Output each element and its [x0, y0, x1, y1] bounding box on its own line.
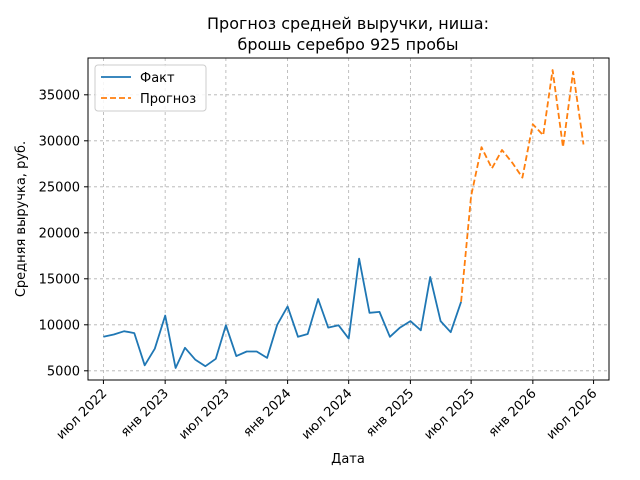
x-tick-label: янв 2025 — [363, 386, 417, 440]
x-tick-label: июл 2023 — [176, 386, 233, 443]
x-axis-label: Дата — [331, 452, 365, 467]
y-tick-label: 5000 — [47, 364, 80, 379]
legend-label-forecast: Прогноз — [140, 92, 196, 107]
chart-title-line-2: брошь серебро 925 пробы — [237, 35, 458, 54]
y-tick-label: 15000 — [39, 272, 80, 287]
series-line-fact — [103, 257, 462, 369]
series-lines — [103, 69, 585, 369]
x-tick-label: янв 2023 — [118, 386, 172, 440]
x-tick-label: янв 2026 — [486, 386, 540, 440]
x-tick-label: июл 2024 — [299, 386, 356, 443]
x-tick-label: янв 2024 — [241, 386, 295, 440]
chart-title-line-1: Прогноз средней выручки, ниша: — [207, 14, 489, 33]
y-tick-label: 35000 — [39, 88, 80, 103]
x-tick-label: июл 2022 — [54, 386, 111, 443]
x-axis-ticks: июл 2022 янв 2023 июл 2023 янв 2024 июл 2024… — [54, 380, 601, 443]
y-axis-ticks: 5000 10000 15000 20000 25000 30000 35000 — [39, 88, 88, 379]
series-line-forecast — [460, 69, 585, 302]
x-tick-label: июл 2026 — [544, 386, 601, 443]
y-tick-label: 25000 — [39, 180, 80, 195]
y-axis-label: Средняя выручка, руб. — [14, 141, 29, 297]
legend: Факт Прогноз — [94, 64, 207, 112]
legend-label-fact: Факт — [140, 71, 175, 86]
x-tick-label: июл 2025 — [421, 386, 478, 443]
y-tick-label: 10000 — [39, 318, 80, 333]
y-tick-label: 20000 — [39, 226, 80, 241]
y-tick-label: 30000 — [39, 134, 80, 149]
